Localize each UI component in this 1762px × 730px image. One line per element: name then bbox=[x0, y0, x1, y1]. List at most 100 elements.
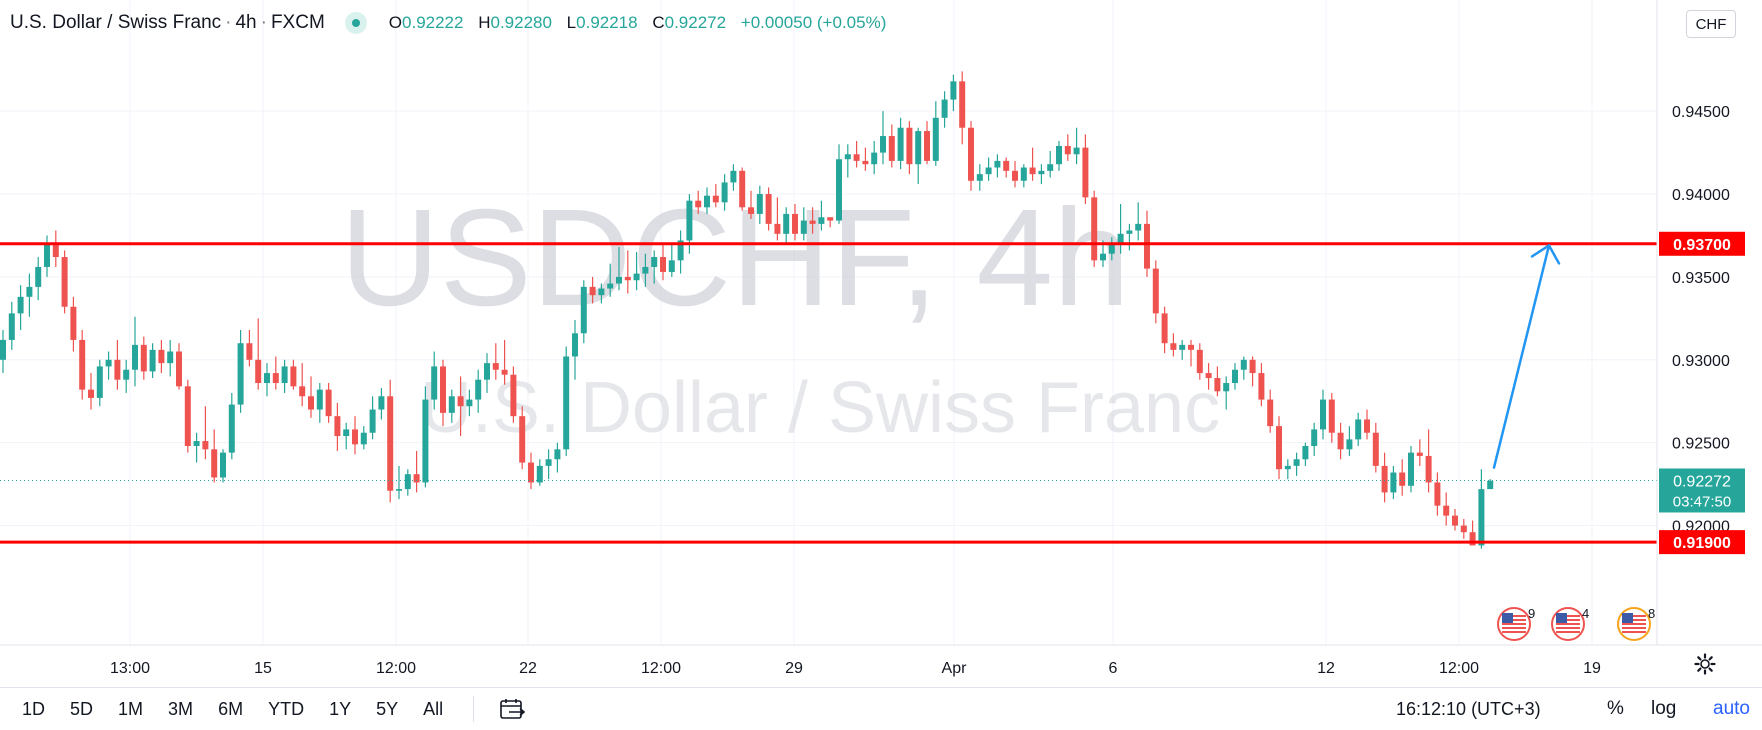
event-count: 9 bbox=[1528, 606, 1535, 621]
candle-body bbox=[519, 416, 526, 463]
candle bbox=[1082, 134, 1089, 204]
candle bbox=[563, 346, 570, 456]
range-3m-button[interactable]: 3M bbox=[168, 698, 194, 719]
candle-body bbox=[1144, 223, 1150, 269]
candle bbox=[158, 339, 165, 374]
candle bbox=[985, 157, 992, 181]
symbol-exchange: FXCM bbox=[270, 12, 325, 33]
candle-body bbox=[1029, 167, 1036, 175]
market-status-icon[interactable] bbox=[344, 12, 367, 34]
price-scale[interactable]: 0.945000.940000.935000.930000.925000.920… bbox=[1672, 104, 1730, 535]
bar-countdown-label: 03:47:50 bbox=[1673, 493, 1731, 510]
candle bbox=[827, 217, 834, 228]
candle bbox=[149, 343, 156, 379]
candle bbox=[211, 429, 218, 483]
candle bbox=[290, 359, 297, 390]
candle-body bbox=[1214, 378, 1221, 392]
price-tick-label: 0.93000 bbox=[1672, 353, 1730, 370]
candle bbox=[616, 247, 622, 291]
range-1m-button[interactable]: 1M bbox=[118, 698, 144, 719]
candle-body bbox=[756, 194, 763, 214]
candle-body bbox=[1478, 489, 1485, 546]
projection-arrow-head bbox=[1530, 244, 1561, 265]
candle-body bbox=[1056, 145, 1062, 165]
candle bbox=[1056, 141, 1062, 171]
us-flag-event-icon[interactable]: 8 bbox=[1617, 606, 1655, 641]
toolbar-divider bbox=[473, 696, 475, 722]
candle bbox=[915, 127, 922, 185]
candle bbox=[783, 207, 790, 244]
candle-body bbox=[624, 276, 631, 281]
us-flag-event-icon[interactable]: 9 bbox=[1497, 606, 1535, 641]
candle-body bbox=[352, 429, 358, 445]
candle bbox=[1249, 356, 1256, 387]
candle-body bbox=[968, 127, 974, 181]
candle-body bbox=[572, 333, 578, 357]
candle-body bbox=[457, 396, 464, 407]
candle-body bbox=[1179, 344, 1186, 350]
candle bbox=[536, 459, 543, 486]
open-value: 0.92222 bbox=[402, 13, 464, 32]
candle bbox=[510, 366, 517, 423]
candle bbox=[1478, 469, 1485, 549]
range-ytd-button[interactable]: YTD bbox=[268, 698, 305, 719]
symbol-name[interactable]: U.S. Dollar / Swiss Franc bbox=[10, 12, 222, 33]
candle-body bbox=[563, 356, 570, 450]
candle-body bbox=[448, 396, 455, 413]
candle-body bbox=[184, 386, 191, 446]
range-5y-button[interactable]: 5Y bbox=[376, 698, 399, 719]
candle bbox=[105, 351, 112, 380]
candle-body bbox=[712, 195, 719, 203]
candle-body bbox=[1487, 480, 1494, 490]
candle bbox=[1020, 164, 1027, 188]
candle-body bbox=[1311, 429, 1318, 446]
candle-body bbox=[1100, 253, 1106, 261]
price-chart[interactable]: USDCHF, 4h U.S. Dollar / Swiss Franc 9 4 8… bbox=[0, 0, 1762, 687]
legend-separator-dot: · bbox=[225, 12, 232, 33]
candle bbox=[1214, 366, 1221, 397]
range-5d-button[interactable]: 5D bbox=[70, 698, 94, 719]
candle bbox=[519, 406, 526, 470]
candle bbox=[0, 329, 6, 374]
candle-body bbox=[528, 462, 534, 483]
candle-body bbox=[360, 432, 367, 445]
price-tick-label: 0.92500 bbox=[1672, 436, 1730, 453]
candle-body bbox=[1126, 230, 1133, 234]
gear-icon[interactable] bbox=[1693, 652, 1717, 676]
candle bbox=[176, 343, 182, 390]
candle bbox=[167, 339, 174, 377]
currency-badge[interactable]: CHF bbox=[1686, 10, 1736, 38]
candle bbox=[572, 320, 578, 380]
candle-body bbox=[501, 369, 508, 375]
candle-body bbox=[237, 343, 244, 405]
candle-body bbox=[1293, 459, 1300, 466]
candle-body bbox=[1460, 525, 1467, 533]
level-price-label-box bbox=[1659, 231, 1745, 256]
auto-scale-toggle[interactable]: auto bbox=[1713, 698, 1750, 719]
range-1y-button[interactable]: 1Y bbox=[329, 698, 352, 719]
economic-events: 9 4 8 bbox=[1497, 606, 1655, 641]
candle bbox=[950, 74, 957, 112]
candle-body bbox=[1249, 359, 1256, 374]
range-all-button[interactable]: All bbox=[423, 698, 444, 719]
time-tick-label: 15 bbox=[254, 660, 272, 677]
projection-arrow[interactable] bbox=[1492, 244, 1561, 469]
candle-body bbox=[1408, 452, 1414, 486]
candle bbox=[1064, 134, 1071, 161]
candle-body bbox=[651, 257, 658, 267]
candle bbox=[431, 351, 438, 410]
us-flag-event-icon[interactable]: 4 bbox=[1551, 606, 1589, 641]
timezone-clock[interactable]: 16:12:10 (UTC+3) bbox=[1396, 698, 1541, 719]
log-scale-toggle[interactable]: log bbox=[1651, 698, 1677, 719]
candle-body bbox=[1346, 439, 1353, 450]
range-6m-button[interactable]: 6M bbox=[218, 698, 244, 719]
symbol-watermark: USDCHF, 4h U.S. Dollar / Swiss Franc bbox=[340, 181, 1220, 448]
time-tick-label: 22 bbox=[519, 660, 537, 677]
calendar-goto-icon[interactable] bbox=[499, 697, 527, 721]
range-1d-button[interactable]: 1D bbox=[22, 698, 46, 719]
candle-body bbox=[730, 170, 737, 183]
percent-scale-toggle[interactable]: % bbox=[1607, 698, 1624, 719]
candle bbox=[299, 363, 306, 407]
high-label: H bbox=[478, 13, 491, 32]
time-scale[interactable]: 13:00 15 12:00 22 12:00 29 Apr 6 12 12:00 19 bbox=[110, 660, 1601, 677]
